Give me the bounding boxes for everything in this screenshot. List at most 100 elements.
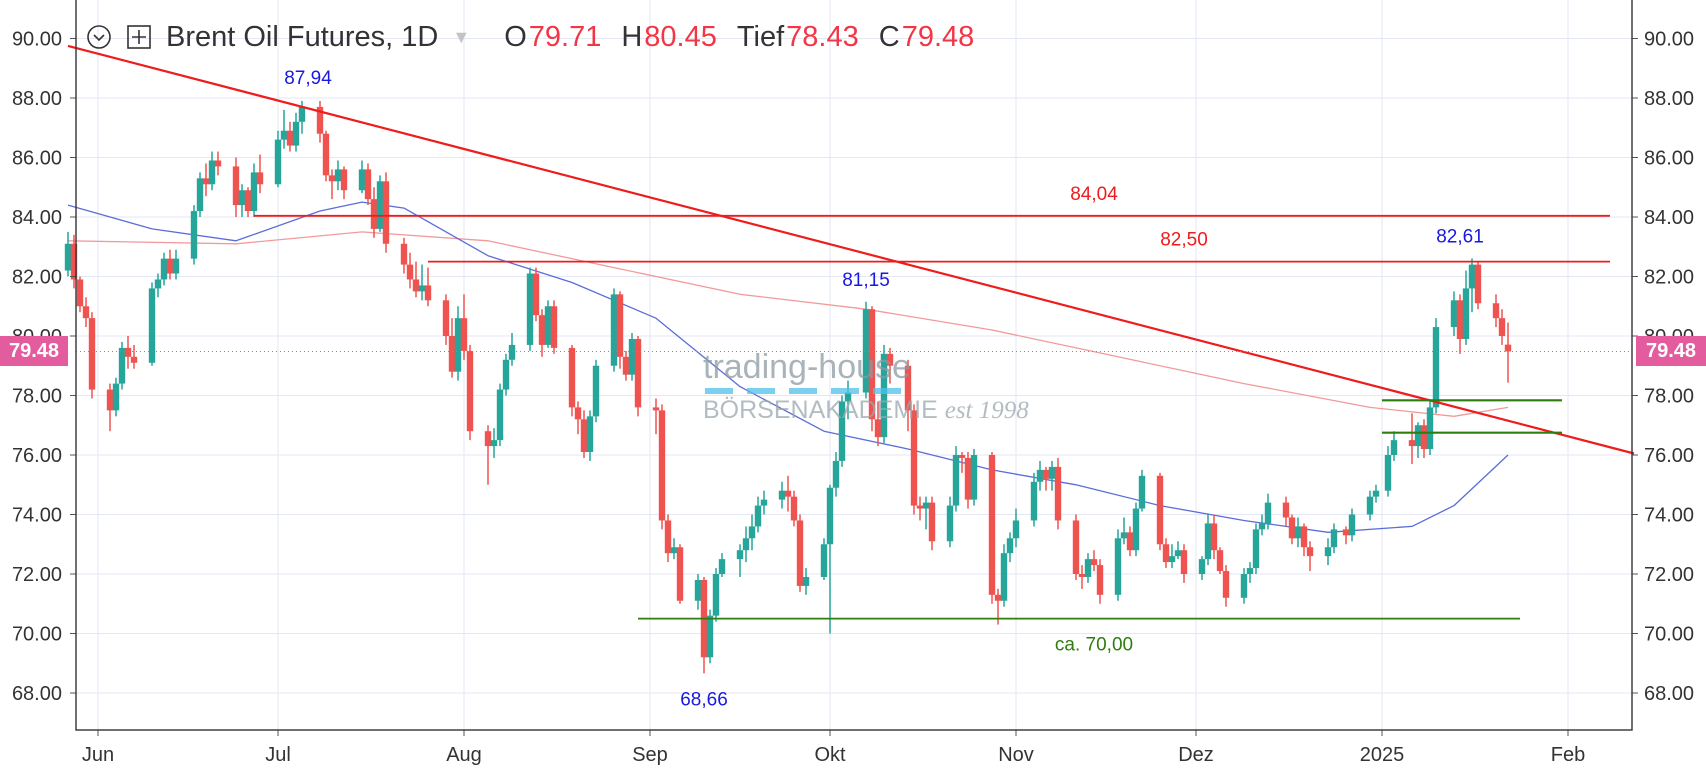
candle-body [1450, 300, 1458, 328]
candle-body [1288, 517, 1296, 539]
candle-body [1240, 574, 1248, 598]
candle [802, 568, 810, 595]
candle-body [532, 273, 540, 316]
candle [868, 306, 876, 432]
candle-body [124, 347, 132, 357]
candle-body [1000, 553, 1008, 601]
candle-body [424, 285, 432, 301]
candle-body [1042, 469, 1050, 479]
collapse-icon[interactable] [86, 24, 112, 50]
candle-body [460, 318, 468, 351]
candle [1006, 532, 1014, 563]
candle-body [1468, 264, 1476, 289]
candle [874, 401, 882, 447]
x-tick-label: Okt [814, 744, 846, 766]
candle [280, 109, 288, 149]
watermark-text: trading-house [703, 348, 911, 386]
candle [76, 276, 84, 313]
candle [196, 172, 204, 217]
candle-body [1294, 526, 1302, 539]
candle [544, 300, 552, 348]
candle-body [160, 258, 168, 280]
annotation-label: 68,66 [680, 689, 728, 710]
candle-body [1138, 475, 1146, 509]
candle-body [1216, 550, 1224, 572]
candle-body [358, 169, 366, 191]
candle-body [550, 306, 558, 348]
chevron-down-icon[interactable]: ▼ [452, 26, 471, 47]
y-tick-label-left: 74.00 [12, 505, 62, 527]
candle [406, 252, 414, 289]
candle-body [1174, 550, 1182, 557]
candle [1504, 322, 1512, 383]
candle-body [592, 365, 600, 417]
candle-body [334, 169, 342, 182]
candle-body [64, 243, 72, 271]
candle [1306, 541, 1314, 572]
candle-body [1384, 455, 1392, 491]
candle-body [166, 258, 174, 274]
candle [232, 157, 240, 217]
candle [1330, 523, 1338, 554]
candle-body [190, 211, 198, 259]
candle [880, 344, 888, 444]
annotation-label: 84,04 [1070, 184, 1118, 205]
candle-body [778, 490, 786, 500]
candle [442, 294, 450, 345]
candle-body [1390, 440, 1398, 455]
candle-body [658, 410, 666, 521]
candle-body [1372, 490, 1380, 497]
candle [622, 350, 630, 381]
candle-body [694, 579, 702, 601]
candle [1324, 538, 1332, 566]
candle-body [442, 300, 450, 336]
candle [784, 475, 792, 512]
candle-body [1072, 520, 1080, 574]
candle-body [616, 294, 624, 357]
candle-body [844, 392, 852, 402]
candle [1468, 258, 1476, 313]
candle [130, 344, 138, 369]
candle-body [172, 258, 180, 274]
candle [910, 404, 918, 515]
candle-body [970, 455, 978, 500]
candle-body [526, 273, 534, 345]
candle-body [634, 338, 642, 408]
candle-body [1366, 496, 1374, 515]
candle [1498, 309, 1506, 345]
candle-body [484, 431, 492, 447]
candle-body [544, 306, 552, 345]
candle [292, 112, 300, 152]
candle [1432, 318, 1440, 414]
candle-body [610, 294, 618, 366]
candle [1288, 514, 1296, 545]
candle [118, 341, 126, 390]
candle-body [202, 178, 210, 185]
symbol-title[interactable]: Brent Oil Futures, 1D [166, 20, 439, 53]
add-symbol-icon[interactable] [126, 24, 152, 50]
candle [928, 496, 936, 551]
candle-body [1210, 523, 1218, 551]
candle [334, 160, 342, 191]
candle [1078, 565, 1086, 589]
candle-body [868, 309, 876, 420]
candle [988, 452, 996, 604]
candle-body [448, 336, 456, 372]
y-tick-label-left: 70.00 [12, 624, 62, 646]
candle [838, 395, 846, 467]
candle [82, 297, 90, 328]
candle [322, 130, 330, 182]
candle-body [820, 544, 828, 577]
candle [1246, 562, 1254, 583]
candle [1462, 270, 1470, 345]
candle-body [412, 279, 420, 292]
candle [370, 187, 378, 238]
candle [658, 404, 666, 530]
candle-body [208, 160, 216, 185]
candle-body [1420, 425, 1428, 450]
candle-body [88, 318, 96, 390]
candle [1180, 544, 1188, 583]
candle-body [580, 419, 588, 453]
y-tick-label-right: 76.00 [1644, 445, 1694, 467]
